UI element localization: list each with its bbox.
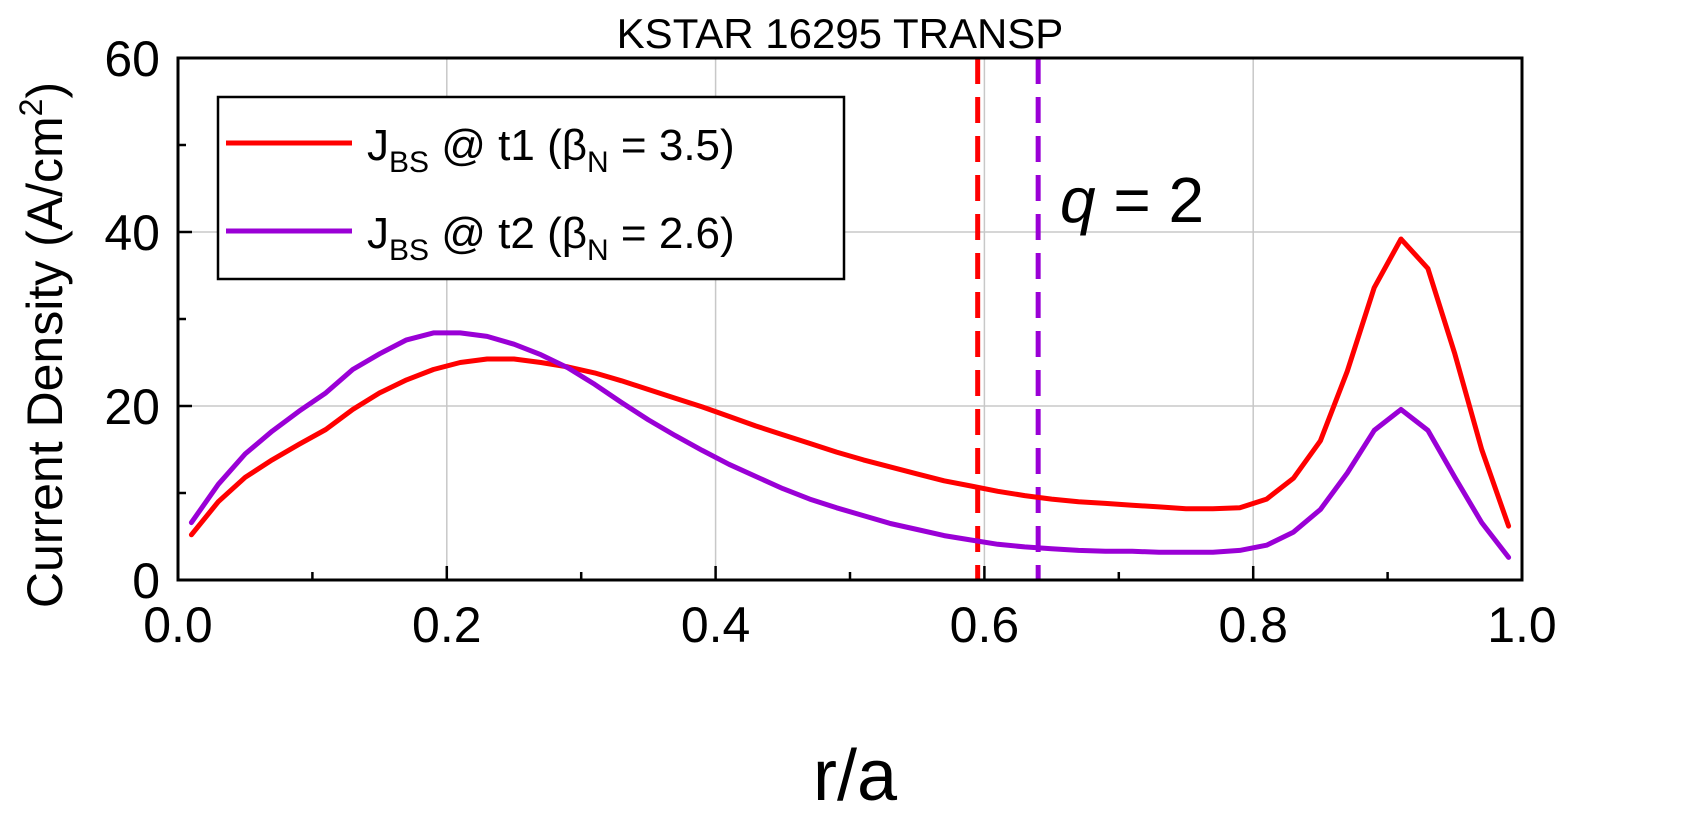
- legend-label-t1: JBS @ t1 (βN = 3.5): [367, 121, 735, 179]
- x-tick-label: 0.6: [950, 597, 1020, 653]
- q-annotation: q = 2: [1060, 164, 1204, 236]
- x-tick-label: 0.8: [1218, 597, 1288, 653]
- legend: JBS @ t1 (βN = 3.5) JBS @ t2 (βN = 2.6): [216, 95, 846, 281]
- x-tick-label: 0.4: [681, 597, 751, 653]
- y-tick-label: 20: [104, 379, 160, 435]
- y-tick-label: 60: [104, 31, 160, 87]
- axis-ticks: [176, 56, 1524, 582]
- series-line-t2: [188, 330, 1512, 560]
- x-tick-label: 0.2: [412, 597, 482, 653]
- x-tick-label: 0.0: [143, 597, 213, 653]
- legend-box: [216, 95, 846, 281]
- tick-labels: 0.0 0.2 0.4 0.6 0.8 1.0 0 20 40 60: [104, 31, 1556, 653]
- x-axis-label: r/a: [813, 736, 898, 816]
- q2-markers: [975, 58, 1041, 580]
- chart-title: KSTAR 16295 TRANSP: [617, 10, 1064, 57]
- y-tick-label: 40: [104, 205, 160, 261]
- y-tick-label: 0: [132, 553, 160, 609]
- series-line-t1: [188, 236, 1512, 538]
- y-axis-label: Current Density (A/cm2): [13, 82, 73, 608]
- legend-label-t2: JBS @ t2 (βN = 2.6): [367, 209, 735, 267]
- x-tick-label: 1.0: [1487, 597, 1557, 653]
- series-lines: [188, 236, 1512, 560]
